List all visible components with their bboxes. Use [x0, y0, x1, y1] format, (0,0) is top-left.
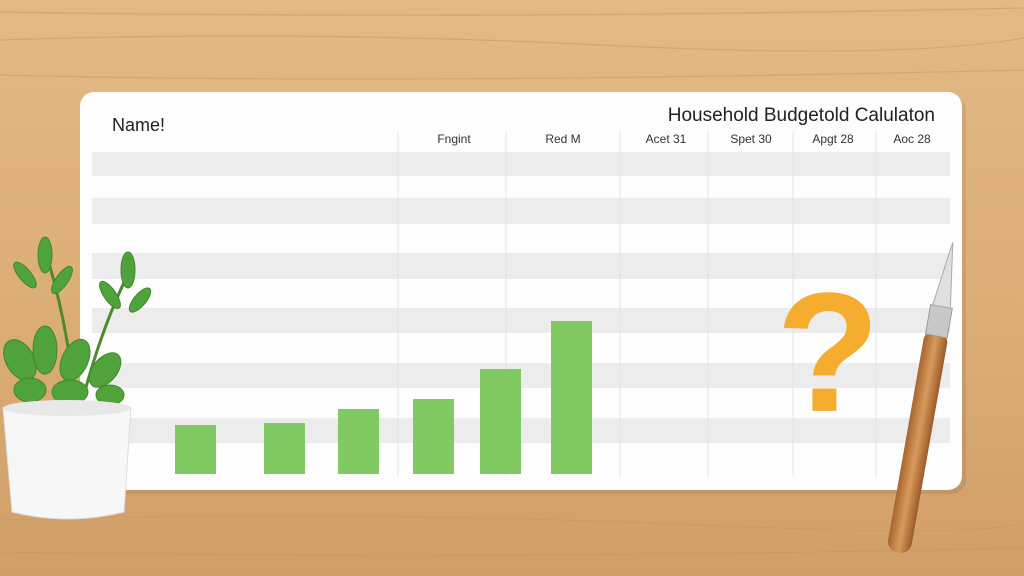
bar — [264, 423, 305, 474]
row-stripes — [92, 152, 950, 443]
bar — [551, 321, 592, 474]
column-header: Fngint — [437, 132, 471, 146]
column-header: Aoc 28 — [893, 132, 931, 146]
bar — [480, 369, 521, 474]
column-header: Acet 31 — [646, 132, 687, 146]
bar — [413, 399, 454, 474]
name-label: Name! — [112, 115, 165, 135]
column-dividers — [397, 132, 877, 476]
pen — [888, 242, 954, 553]
column-header: Apgt 28 — [812, 132, 854, 146]
bar — [338, 409, 379, 474]
title: Household Budgetold Calulaton — [668, 105, 935, 126]
question-mark: ? — [776, 258, 880, 448]
bar — [175, 425, 216, 474]
card — [80, 92, 962, 490]
column-header: Spet 30 — [730, 132, 772, 146]
column-header: Red M — [545, 132, 580, 146]
plant — [2, 236, 152, 520]
wood-grain — [0, 7, 1024, 556]
